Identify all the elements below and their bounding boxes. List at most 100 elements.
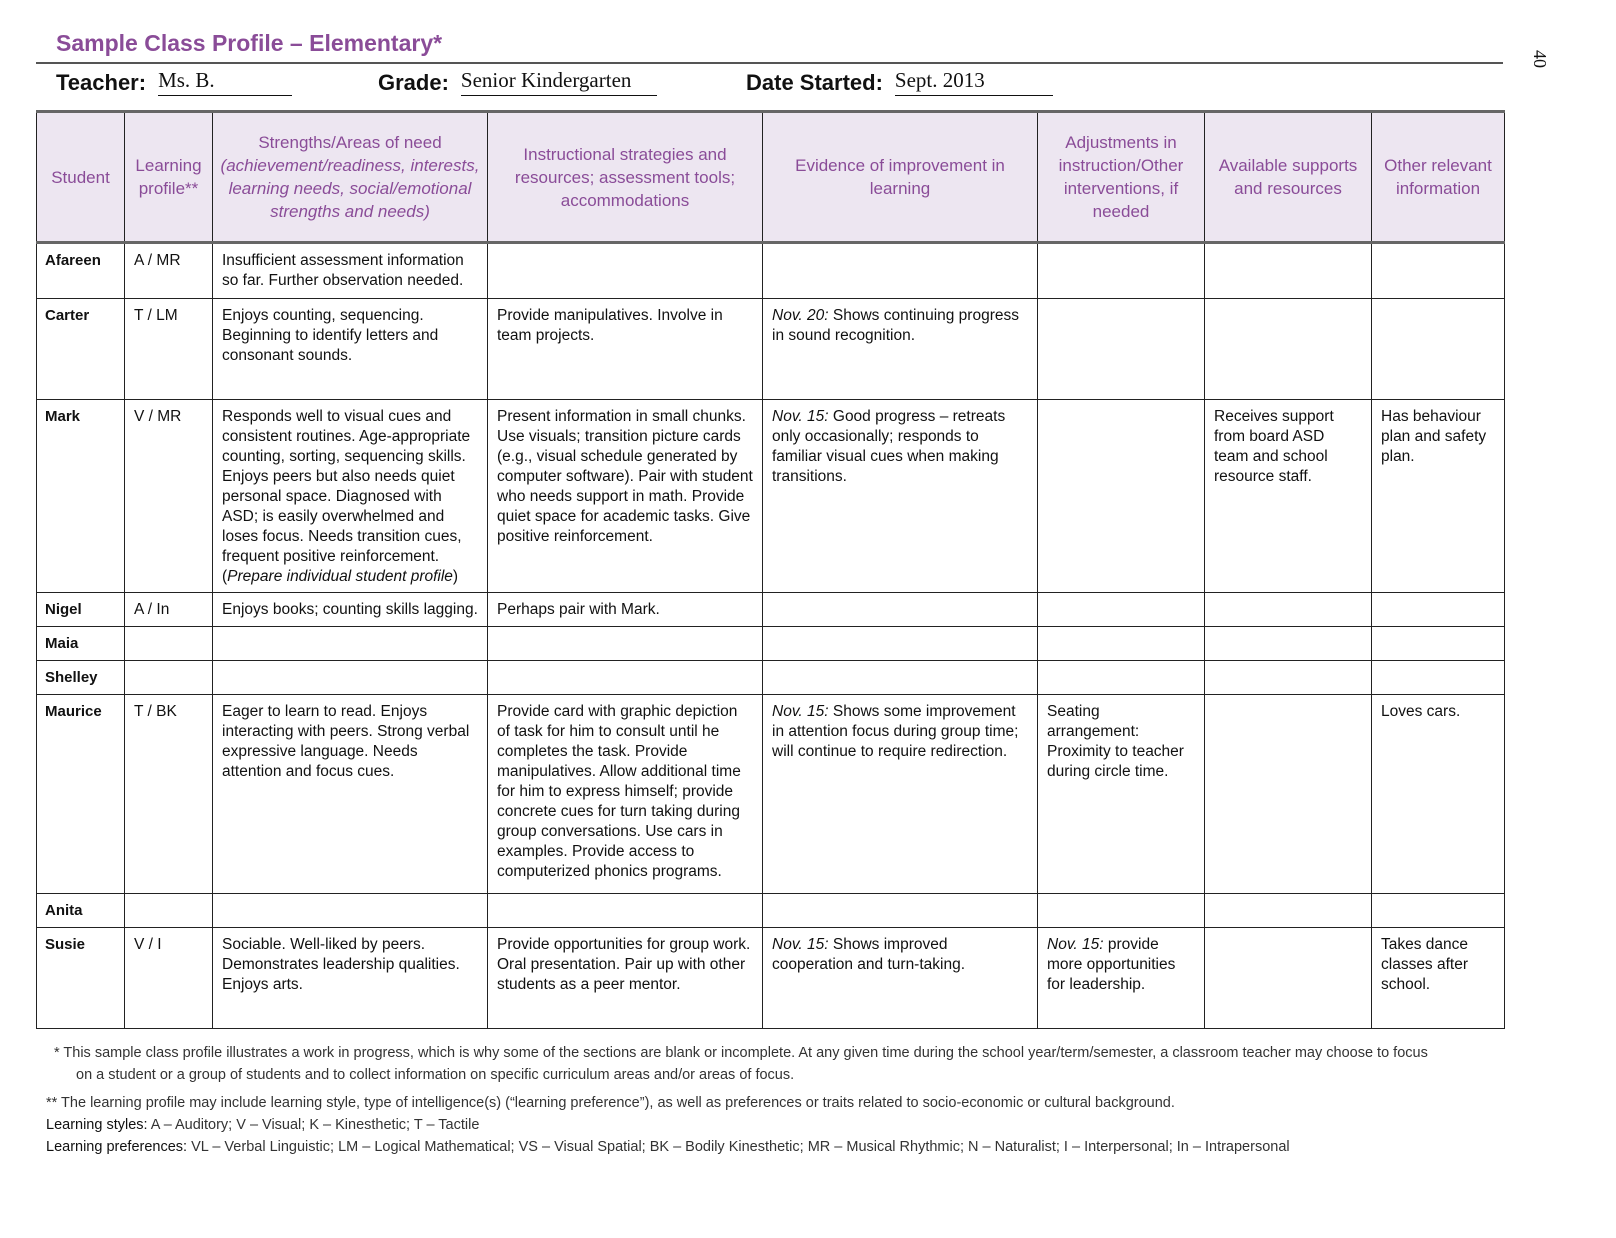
table-cell xyxy=(1037,399,1205,593)
learning-profile: A / MR xyxy=(124,242,213,299)
column-header-label: Evidence of improvement in learning xyxy=(795,156,1005,198)
learning-styles-text: A – Auditory; V – Visual; K – Kinestheti… xyxy=(150,1117,480,1133)
table-row: Anita xyxy=(36,893,1505,928)
student-name: Shelley xyxy=(36,660,125,695)
learning-styles-legend: Learning styles: A – Auditory; V – Visua… xyxy=(46,1114,479,1136)
cell-text: Loves cars. xyxy=(1381,703,1461,720)
date-label: Date Started: xyxy=(746,70,883,95)
table-cell: Present information in small chunks. Use… xyxy=(487,399,763,593)
table-cell xyxy=(762,592,1038,627)
table-cell: Provide manipulatives. Involve in team p… xyxy=(487,298,763,400)
table-cell: Receives support from board ASD team and… xyxy=(1204,399,1372,593)
table-cell xyxy=(1037,242,1205,299)
cell-text: Shows improved cooperation and turn-taki… xyxy=(772,936,966,973)
table-cell xyxy=(1204,660,1372,695)
table-row: Shelley xyxy=(36,660,1505,695)
table-row: Mark V / MR Responds well to visual cues a… xyxy=(36,399,1505,593)
table-cell xyxy=(762,660,1038,695)
cell-text: Shows continuing progress in sound recog… xyxy=(772,307,1019,344)
table-cell xyxy=(762,242,1038,299)
table-cell: Nov. 15: Shows improved cooperation and … xyxy=(762,927,1038,1029)
table-cell xyxy=(212,626,488,661)
table-cell xyxy=(1371,660,1505,695)
table-cell: Eager to learn to read. Enjoys interacti… xyxy=(212,694,488,894)
teacher-field: Teacher: Ms. B. xyxy=(56,68,293,96)
table-cell: Enjoys counting, sequencing. Beginning t… xyxy=(212,298,488,400)
column-header: Available supports and resources xyxy=(1204,110,1372,244)
column-header: Other relevant information xyxy=(1371,110,1505,244)
table-cell xyxy=(487,660,763,695)
table-cell xyxy=(1204,694,1372,894)
teacher-value: Ms. B. xyxy=(158,68,293,96)
student-name: Carter xyxy=(36,298,125,400)
table-cell xyxy=(1204,592,1372,627)
table-row: Susie V / I Sociable. Well-liked by peers.… xyxy=(36,927,1505,1029)
student-name: Mark xyxy=(36,399,125,593)
cell-text: Good progress – retreats only occasional… xyxy=(772,408,1006,485)
column-header: Instructional strategies and resources; … xyxy=(487,110,763,244)
table-cell xyxy=(487,626,763,661)
column-header-label: Learning profile** xyxy=(135,156,202,198)
column-header: Student xyxy=(36,110,125,244)
table-cell: Enjoys books; counting skills lagging. xyxy=(212,592,488,627)
table-cell xyxy=(1371,893,1505,928)
footnote-1: * This sample class profile illustrates … xyxy=(54,1045,1428,1083)
table-cell: Provide card with graphic depiction of t… xyxy=(487,694,763,894)
table-cell xyxy=(1371,242,1505,299)
table-cell xyxy=(487,242,763,299)
table-cell xyxy=(487,893,763,928)
learning-profile: V / I xyxy=(124,927,213,1029)
table-cell: Seating arrangement: Proximity to teache… xyxy=(1037,694,1205,894)
table-cell xyxy=(762,893,1038,928)
cell-text: provide more opportunities for leadershi… xyxy=(1047,936,1176,993)
table-cell: Nov. 20: Shows continuing progress in so… xyxy=(762,298,1038,400)
table-cell xyxy=(1204,298,1372,400)
table-cell: Sociable. Well-liked by peers. Demonstra… xyxy=(212,927,488,1029)
table-cell xyxy=(1204,927,1372,1029)
title-divider xyxy=(36,62,1503,64)
table-cell: Loves cars. xyxy=(1371,694,1505,894)
cell-text: Eager to learn to read. Enjoys interacti… xyxy=(222,703,470,780)
student-name: Susie xyxy=(36,927,125,1029)
column-header: Learning profile** xyxy=(124,110,213,244)
cell-text: Provide opportunities for group work. Or… xyxy=(497,936,751,993)
column-header-detail: (achievement/readiness, interests, learn… xyxy=(220,156,480,221)
student-name: Anita xyxy=(36,893,125,928)
cell-text: Sociable. Well-liked by peers. Demonstra… xyxy=(222,936,460,993)
cell-text: Enjoys counting, sequencing. Beginning t… xyxy=(222,307,439,364)
cell-text: Has behaviour plan and safety plan. xyxy=(1381,408,1487,465)
cell-text: Takes dance classes after school. xyxy=(1381,936,1469,993)
table-cell: Nov. 15: Shows some improvement in atten… xyxy=(762,694,1038,894)
table-cell xyxy=(1037,893,1205,928)
learning-profile xyxy=(124,660,213,695)
table-cell xyxy=(212,893,488,928)
learning-profile: T / BK xyxy=(124,694,213,894)
page-number: 40 xyxy=(1530,50,1550,68)
table-cell xyxy=(1037,626,1205,661)
learning-styles-label: Learning styles: xyxy=(46,1117,148,1133)
table-cell: Insufficient assessment information so f… xyxy=(212,242,488,299)
learning-preferences-text: VL – Verbal Linguistic; LM – Logical Mat… xyxy=(191,1139,1290,1155)
table-cell: Nov. 15: provide more opportunities for … xyxy=(1037,927,1205,1029)
table-cell: Provide opportunities for group work. Or… xyxy=(487,927,763,1029)
table-cell xyxy=(1037,660,1205,695)
date-value: Sept. 2013 xyxy=(894,68,1053,96)
column-header-label: Strengths/Areas of need xyxy=(258,133,442,152)
teacher-label: Teacher: xyxy=(56,70,147,95)
cell-text: ) xyxy=(452,568,459,585)
table-cell xyxy=(1371,626,1505,661)
student-name: Maia xyxy=(36,626,125,661)
table-cell xyxy=(1371,592,1505,627)
column-header: Evidence of improvement in learning xyxy=(762,110,1038,244)
cell-text: Enjoys books; counting skills lagging. xyxy=(222,601,478,618)
column-header: Adjustments in instruction/Other interve… xyxy=(1037,110,1205,244)
learning-preferences-label: Learning preferences: xyxy=(46,1139,188,1155)
learning-profile: A / In xyxy=(124,592,213,627)
table-cell xyxy=(1204,893,1372,928)
table-cell xyxy=(212,660,488,695)
column-header-label: Instructional strategies and resources; … xyxy=(514,144,736,210)
cell-text: Provide manipulatives. Involve in team p… xyxy=(497,307,723,344)
table-cell xyxy=(1037,298,1205,400)
cell-text: Receives support from board ASD team and… xyxy=(1214,408,1334,485)
learning-profile xyxy=(124,893,213,928)
